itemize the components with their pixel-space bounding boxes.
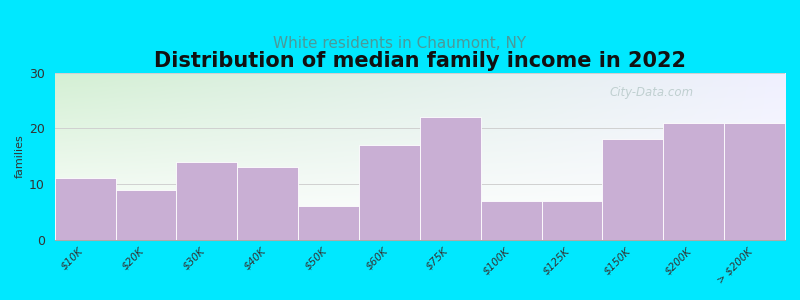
Bar bbox=[54, 178, 116, 240]
Bar bbox=[298, 206, 359, 240]
Bar bbox=[420, 117, 481, 240]
Text: White residents in Chaumont, NY: White residents in Chaumont, NY bbox=[274, 36, 526, 51]
Bar bbox=[359, 145, 420, 240]
Bar bbox=[481, 201, 542, 240]
Bar bbox=[663, 123, 724, 240]
Bar bbox=[238, 167, 298, 240]
Bar bbox=[724, 123, 785, 240]
Bar bbox=[542, 201, 602, 240]
Bar bbox=[177, 162, 238, 240]
Text: City-Data.com: City-Data.com bbox=[610, 86, 694, 99]
Title: Distribution of median family income in 2022: Distribution of median family income in … bbox=[154, 51, 686, 71]
Y-axis label: families: families bbox=[15, 134, 25, 178]
Bar bbox=[116, 190, 177, 240]
Bar bbox=[602, 140, 663, 240]
